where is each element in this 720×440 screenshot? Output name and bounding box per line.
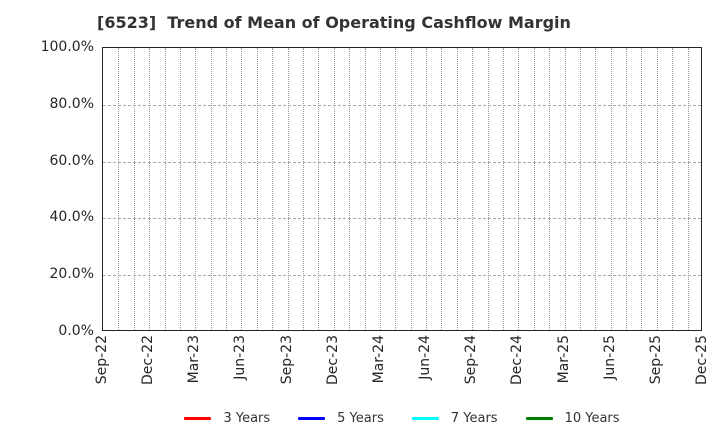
gridline-vertical — [379, 48, 381, 330]
gridline-vertical — [426, 48, 428, 330]
gridline-vertical — [503, 48, 504, 330]
gridline-vertical — [333, 48, 335, 330]
legend-item: 7 Years — [411, 410, 498, 426]
legend-label: 5 Years — [337, 410, 384, 426]
legend-item: 5 Years — [298, 411, 384, 426]
gridline-vertical — [179, 48, 181, 330]
gridline-vertical — [441, 48, 443, 330]
gridline-horizontal — [103, 218, 701, 220]
gridline-vertical — [287, 48, 289, 330]
chart-title: [6523] Trend of Mean of Operating Cashfl… — [97, 13, 571, 32]
gridline-vertical — [410, 48, 412, 330]
gridline-vertical — [256, 48, 258, 330]
y-tick-label: 40.0% — [49, 209, 94, 226]
gridline-vertical — [672, 48, 674, 330]
gridline-vertical — [641, 48, 643, 330]
legend-line-swatch — [411, 416, 439, 420]
legend-line-swatch — [184, 416, 212, 420]
y-tick-label: 0.0% — [58, 323, 94, 339]
gridline-vertical — [687, 48, 689, 330]
x-tick-label: Jun-25 — [601, 335, 618, 380]
legend-line-swatch — [525, 416, 553, 420]
gridline-vertical — [303, 48, 304, 330]
x-tick-label: Sep-22 — [94, 335, 110, 385]
legend: 3 Years 5 Years 7 Years 10 Years — [102, 406, 702, 430]
x-tick-label: Dec-23 — [324, 335, 341, 385]
x-tick-label: Mar-25 — [555, 335, 572, 384]
gridline-vertical — [272, 48, 274, 330]
x-tick-label: Dec-22 — [140, 335, 157, 385]
gridline-horizontal — [103, 275, 701, 277]
x-tick-label: Jun-24 — [417, 335, 434, 380]
gridline-vertical — [395, 48, 397, 330]
y-tick-label: 80.0% — [49, 95, 94, 112]
x-tick-label: Sep-23 — [278, 335, 295, 385]
gridline-vertical — [241, 48, 243, 330]
gridline-vertical — [626, 48, 628, 330]
gridline-vertical — [456, 48, 458, 330]
gridline-vertical — [349, 48, 351, 330]
legend-label: 7 Years — [450, 410, 498, 426]
x-tick-label: Mar-24 — [370, 335, 387, 384]
gridline-vertical — [364, 48, 366, 330]
gridline-vertical — [549, 48, 551, 330]
gridline-vertical — [226, 48, 228, 330]
gridline-horizontal — [103, 104, 701, 106]
gridline-vertical — [318, 48, 320, 330]
gridline-vertical — [133, 48, 135, 330]
gridline-vertical — [472, 48, 474, 330]
gridline-vertical — [118, 48, 120, 330]
gridline-vertical — [210, 48, 212, 330]
x-tick-label: Sep-24 — [463, 335, 480, 385]
x-tick-label: Jun-23 — [232, 335, 249, 380]
gridline-vertical — [533, 48, 535, 330]
gridline-vertical — [595, 48, 597, 330]
gridline-vertical — [579, 48, 581, 330]
legend-label: 10 Years — [564, 410, 620, 426]
gridline-vertical — [518, 48, 520, 330]
gridline-horizontal — [103, 161, 701, 163]
gridline-vertical — [487, 48, 489, 330]
y-tick-label: 20.0% — [49, 266, 94, 283]
legend-item: 10 Years — [525, 410, 620, 426]
x-tick-label: Dec-24 — [509, 335, 526, 385]
gridline-vertical — [656, 48, 658, 330]
y-tick-label: 100.0% — [40, 39, 94, 55]
gridline-vertical — [149, 48, 151, 330]
y-tick-label: 60.0% — [49, 152, 94, 169]
gridline-vertical — [164, 48, 166, 330]
gridline-vertical — [564, 48, 566, 330]
x-tick-label: Dec-25 — [694, 335, 710, 385]
plot-area — [102, 47, 702, 331]
legend-line-swatch — [298, 416, 326, 420]
x-tick-label: Sep-25 — [647, 335, 664, 385]
legend-label: 3 Years — [223, 410, 271, 426]
legend-item: 3 Years — [184, 411, 270, 426]
gridline-vertical — [195, 48, 197, 330]
gridline-vertical — [610, 48, 612, 330]
x-tick-label: Mar-23 — [186, 335, 203, 384]
